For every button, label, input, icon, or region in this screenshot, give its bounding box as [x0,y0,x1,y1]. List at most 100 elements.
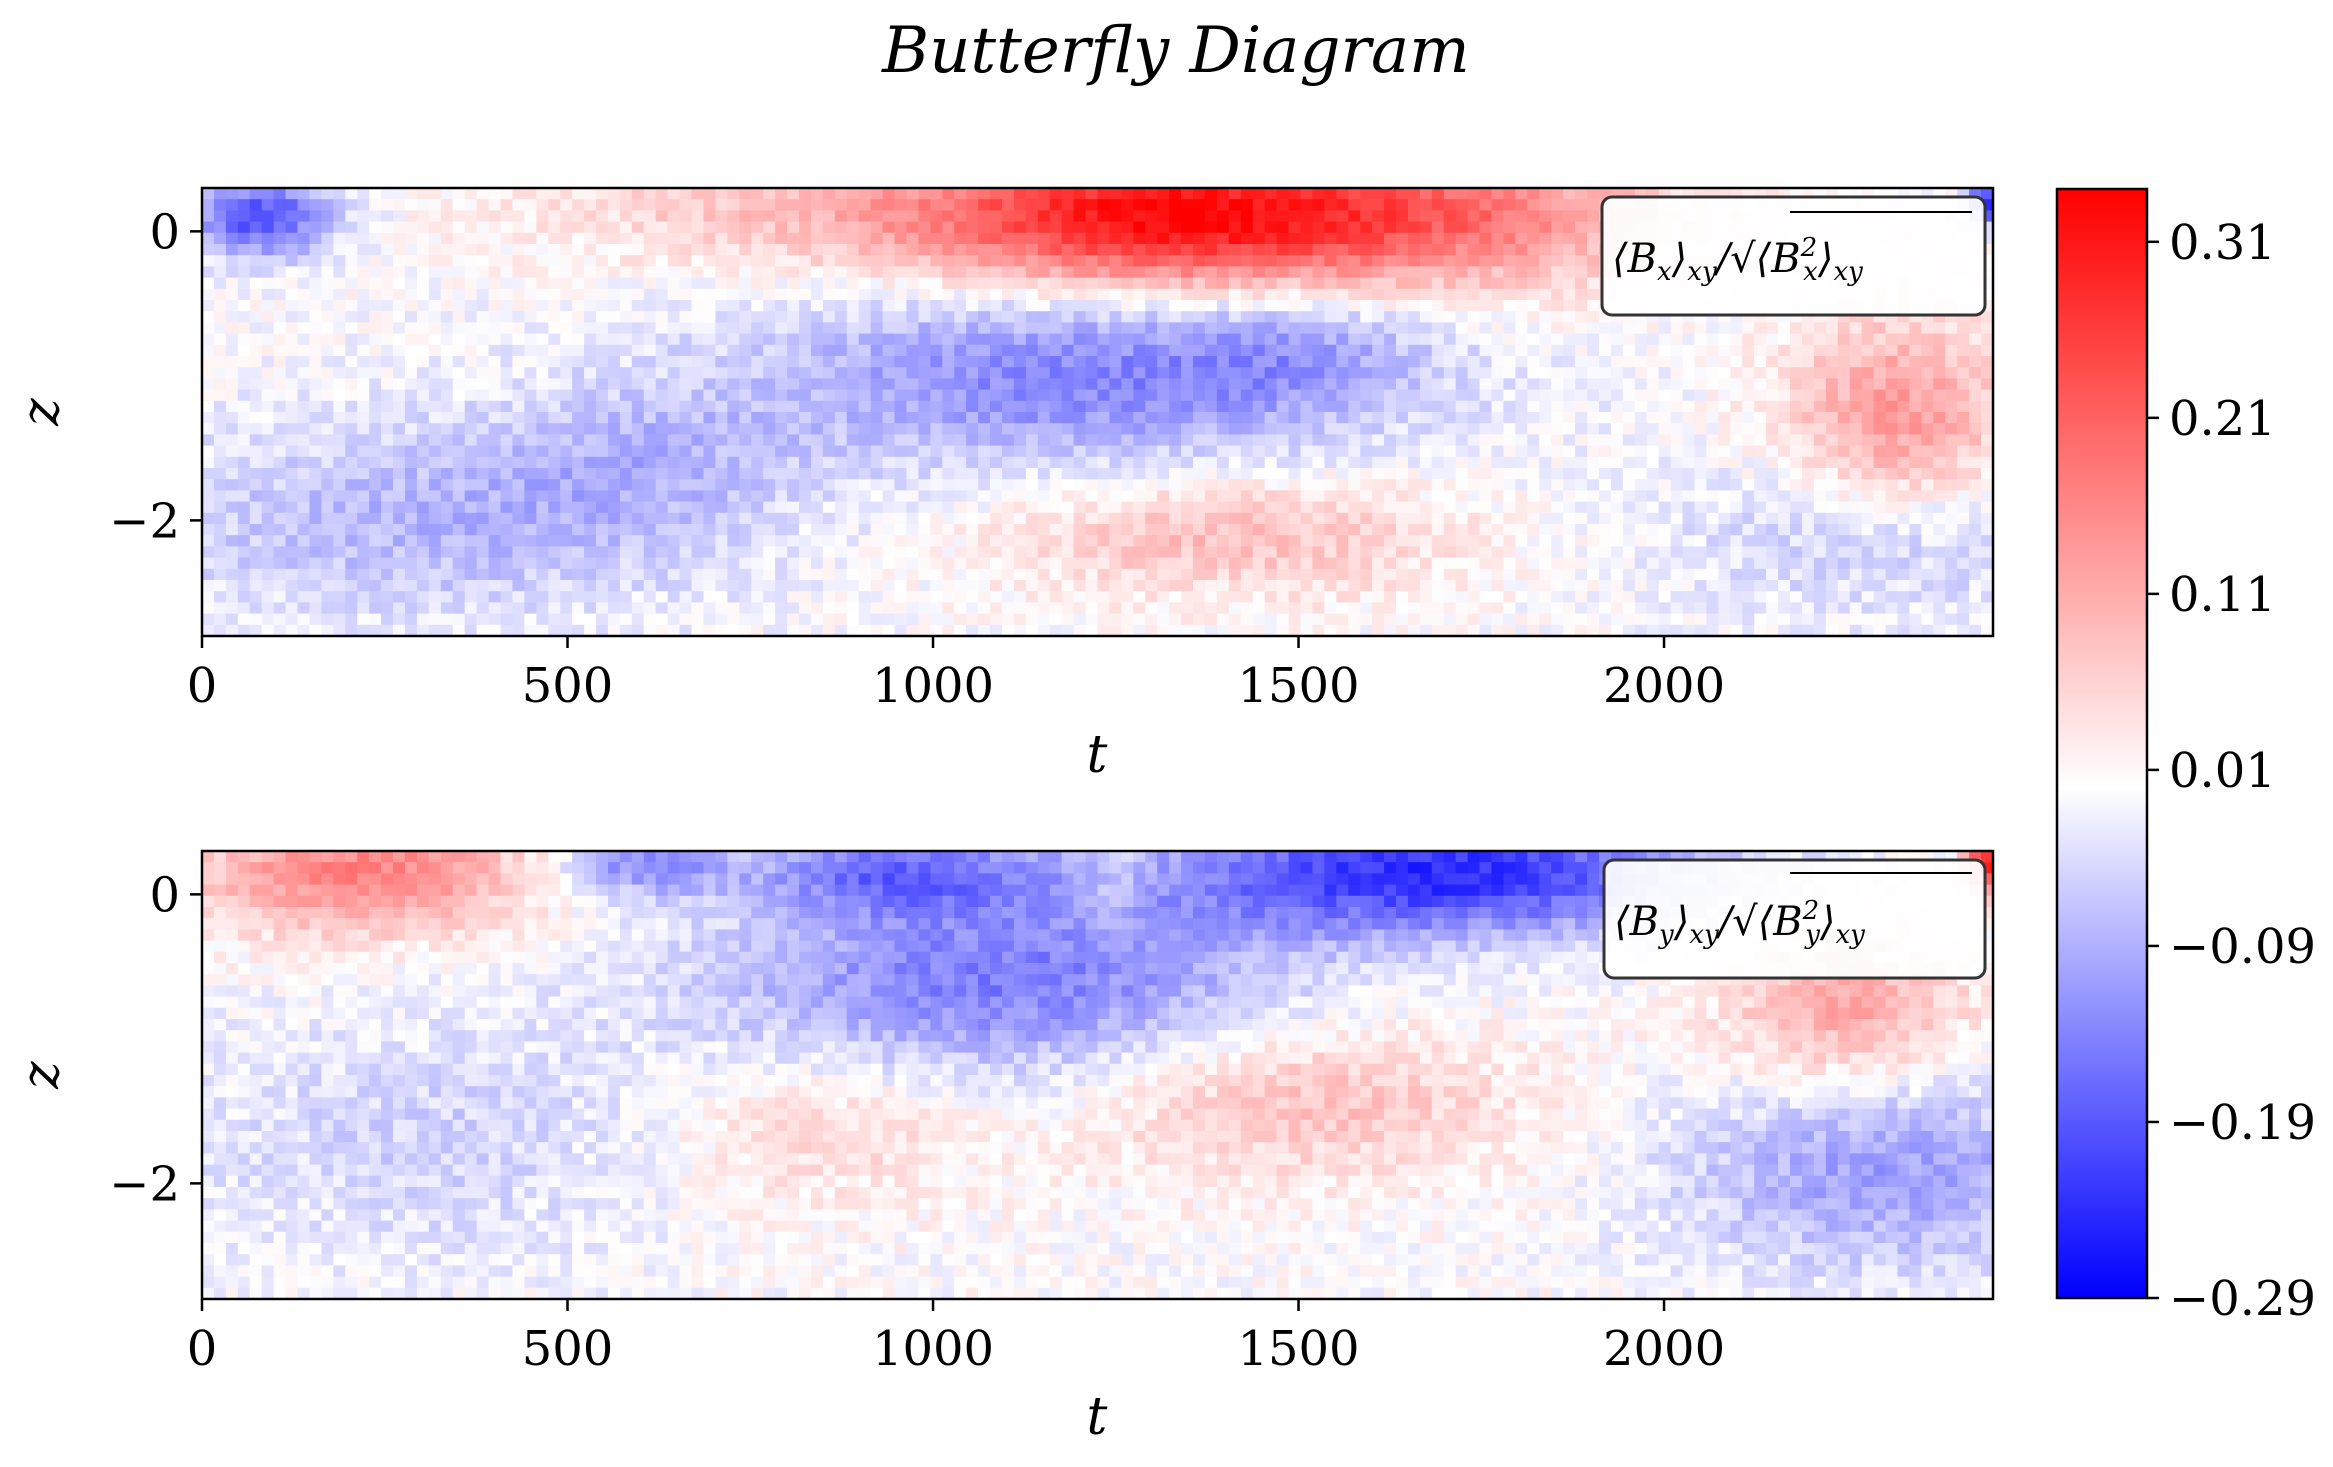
heatmap-cell [906,221,919,234]
heatmap-cell [404,445,418,458]
heatmap-cell [1001,400,1015,413]
heatmap-cell [667,266,681,279]
heatmap-cell [1957,344,1970,357]
heatmap-cell [345,479,358,491]
heatmap-cell [1169,277,1182,290]
heatmap-cell [1264,277,1278,290]
heatmap-cell [1276,277,1290,290]
heatmap-cell [1837,479,1851,491]
heatmap-cell [1670,378,1684,391]
heatmap-cell [942,468,955,480]
heatmap-cell [1013,524,1027,536]
heatmap-cell [1049,300,1063,312]
heatmap-cell [1598,389,1612,402]
heatmap-cell [333,501,346,514]
heatmap-cell [1981,221,1994,234]
heatmap-cell [1204,277,1218,290]
heatmap-cell [870,490,884,503]
heatmap-cell [1037,468,1051,480]
heatmap-cell [512,322,525,335]
heatmap-cell [1515,344,1528,357]
heatmap-cell [1682,479,1696,491]
heatmap-cell [978,277,991,290]
heatmap-cell [846,468,860,480]
heatmap-cell [464,188,478,200]
heatmap-cell [679,344,693,357]
heatmap-cell [404,456,418,469]
heatmap-cell [1169,199,1182,211]
heatmap-cell [536,288,549,301]
heatmap-cell [691,188,705,200]
heatmap-cell [822,479,836,491]
heatmap-cell [1157,344,1170,357]
heatmap-cell [834,490,848,503]
heatmap-cell [1551,524,1564,536]
heatmap-cell [1551,400,1564,413]
heatmap-cell [1610,512,1624,525]
heatmap-cell [1061,535,1075,547]
heatmap-cell [1790,423,1803,435]
heatmap-cell [1861,546,1875,559]
heatmap-cell [297,188,311,200]
heatmap-cell [942,311,955,323]
heatmap-cell [906,232,919,245]
heatmap-cell [631,479,645,491]
heatmap-cell [1348,344,1361,357]
heatmap-cell [1384,456,1397,469]
heatmap-cell [1598,535,1612,547]
heatmap-cell [619,210,633,223]
heatmap-cell [1969,468,1982,480]
heatmap-cell [1097,479,1111,491]
heatmap-cell [560,199,573,211]
heatmap-cell [1813,389,1827,402]
heatmap-cell [1109,244,1122,256]
heatmap-cell [1813,501,1827,514]
heatmap-cell [1300,255,1314,267]
heatmap-cell [679,288,693,301]
heatmap-cell [1587,188,1600,200]
heatmap-cell [1742,546,1755,559]
heatmap-cell [990,322,1003,335]
heatmap-cell [1575,210,1588,223]
heatmap-cell [1706,400,1719,413]
heatmap-cell [333,232,346,245]
heatmap-cell [739,501,752,514]
heatmap-cell [1646,356,1660,368]
heatmap-cell [1300,333,1314,346]
heatmap-cell [213,311,227,323]
heatmap-cell [1587,266,1600,279]
heatmap-cell [500,232,514,245]
heatmap-cell [1527,255,1540,267]
heatmap-cell [1419,479,1433,491]
heatmap-cell [942,266,955,279]
heatmap-cell [1742,412,1755,424]
heatmap-cell [1873,479,1887,491]
heatmap-cell [1455,311,1469,323]
heatmap-cell [1503,188,1516,200]
heatmap-cell [237,356,251,368]
heatmap-cell [1563,266,1576,279]
heatmap-cell [213,367,227,379]
heatmap-cell [942,232,955,245]
heatmap-cell [1157,322,1170,335]
heatmap-cell [584,490,597,503]
heatmap-cell [213,277,227,290]
heatmap-cell [858,188,872,200]
heatmap-cell [1037,412,1051,424]
heatmap-cell [1252,288,1266,301]
heatmap-cell [536,423,549,435]
heatmap-cell [679,367,693,379]
heatmap-cell [572,322,585,335]
heatmap-cell [930,300,943,312]
heatmap-cell [727,300,740,312]
heatmap-cell [1431,445,1445,458]
heatmap-cell [1491,512,1505,525]
heatmap-cell [1025,333,1039,346]
heatmap-cell [643,535,657,547]
heatmap-cell [404,535,418,547]
heatmap-cell [882,210,896,223]
heatmap-cell [524,490,537,503]
heatmap-cell [1204,423,1218,435]
heatmap-cell [428,389,442,402]
heatmap-cell [954,434,967,447]
